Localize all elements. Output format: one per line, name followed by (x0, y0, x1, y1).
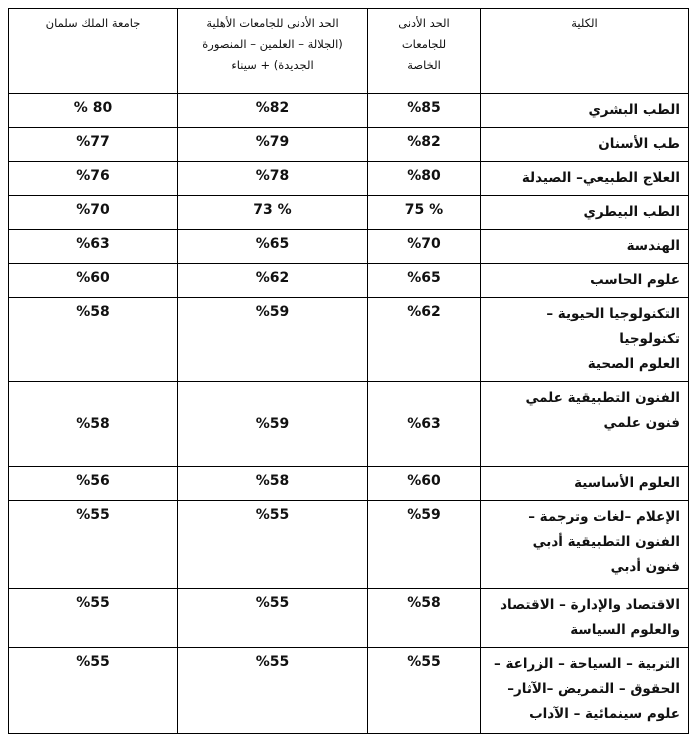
table-row: الطب البيطري 75 % 73 % %70 (8, 195, 689, 230)
text-line: الجديدة) + سيناء (231, 58, 314, 72)
percent-cell: %55 (8, 588, 178, 648)
college-cell: الطب البيطري (480, 195, 689, 230)
table-row: طب الأسنان %82 %79 %77 (8, 127, 689, 162)
header-cell: جامعة الملك سلمان (8, 8, 178, 94)
text-line: الكلية (571, 16, 598, 30)
college-cell: التربية – السياحة – الزراعة – الحقوق – ال… (480, 647, 689, 734)
header-cell: الحد الأدنى للجامعات الخاصة (367, 8, 481, 94)
college-cell: طب الأسنان (480, 127, 689, 162)
percent-cell: %62 (367, 297, 481, 382)
table-row: العلاج الطبيعي– الصيدلة %80 %78 %76 (8, 161, 689, 196)
percent-cell: %58 (177, 466, 368, 501)
percent-cell: %65 (177, 229, 368, 264)
text-line: الفنون التطبيقية علمي (525, 390, 680, 406)
table-row: الهندسة %70 %65 %63 (8, 229, 689, 264)
text-line: الإعلام –لغات وترجمة – (528, 509, 680, 525)
text-line: علوم سينمائية – الآداب (529, 706, 680, 722)
percent-cell: %63 (8, 229, 178, 264)
college-cell: الاقتصاد والإدارة – الاقتصاد والعلوم السي… (480, 588, 689, 648)
college-cell: علوم الحاسب (480, 263, 689, 298)
percent-cell: %60 (367, 466, 481, 501)
percent-cell: % 80 (8, 93, 178, 128)
percent-cell: %55 (177, 647, 368, 734)
percent-cell: %85 (367, 93, 481, 128)
percent-cell: %82 (367, 127, 481, 162)
text-line: الطب البيطري (583, 204, 680, 220)
percent-cell: %70 (8, 195, 178, 230)
table-row: علوم الحاسب %65 %62 %60 (8, 263, 689, 298)
percent-cell: %58 (8, 297, 178, 382)
percent-cell: %55 (367, 647, 481, 734)
college-cell: العلوم الأساسية (480, 466, 689, 501)
text-line: جامعة الملك سلمان (45, 16, 141, 30)
percent-cell: 75 % (367, 195, 481, 230)
percent-cell: %76 (8, 161, 178, 196)
text-line: الفنون التطبيقية أدبي (532, 534, 680, 550)
percent-cell: %58 (8, 381, 178, 467)
college-cell: العلاج الطبيعي– الصيدلة (480, 161, 689, 196)
text-line: الاقتصاد والإدارة – الاقتصاد (500, 597, 680, 613)
percent-cell: %82 (177, 93, 368, 128)
text-line: الهندسة (626, 238, 680, 254)
percent-cell: %79 (177, 127, 368, 162)
text-line: العلوم الأساسية (574, 475, 680, 491)
percent-cell: %59 (177, 297, 368, 382)
text-line: العلاج الطبيعي– الصيدلة (521, 170, 680, 186)
percent-cell: %55 (8, 500, 178, 589)
text-line: طب الأسنان (598, 136, 680, 152)
percent-cell: %55 (177, 500, 368, 589)
text-line: علوم الحاسب (590, 272, 680, 288)
text-line: والعلوم السياسة (570, 622, 680, 638)
percent-cell: %80 (367, 161, 481, 196)
text-line: الحد الأدنى (398, 16, 450, 30)
text-line: الطب البشري (588, 102, 680, 118)
percent-cell: %70 (367, 229, 481, 264)
header-row: الكلية الحد الأدنى للجامعات الخاصة الحد الأد… (8, 8, 689, 94)
percent-cell: %65 (367, 263, 481, 298)
percent-cell: %59 (367, 500, 481, 589)
table-row: الفنون التطبيقية علمي فنون علمي %63 %59 %58 (8, 381, 689, 467)
percent-cell: %63 (367, 381, 481, 467)
college-cell: الفنون التطبيقية علمي فنون علمي (480, 381, 689, 467)
percent-cell: %55 (177, 588, 368, 648)
percent-cell: %77 (8, 127, 178, 162)
percent-cell: %58 (367, 588, 481, 648)
header-cell: الكلية (480, 8, 689, 94)
text-line: (الجلالة – العلمين – المنصورة (202, 37, 343, 51)
text-line: الخاصة (407, 58, 441, 72)
admission-table: الكلية الحد الأدنى للجامعات الخاصة الحد الأد… (8, 8, 689, 734)
page: الكلية الحد الأدنى للجامعات الخاصة الحد الأد… (8, 8, 689, 734)
percent-cell: %59 (177, 381, 368, 467)
text-line: الحد الأدنى للجامعات الأهلية (206, 16, 339, 30)
text-line: الحقوق – التمريض –الآثار– (507, 681, 680, 697)
table-row: الطب البشري %85 %82% 80 (8, 93, 689, 128)
percent-cell: %78 (177, 161, 368, 196)
text-line: فنون أدبي (610, 559, 680, 575)
college-cell: الهندسة (480, 229, 689, 264)
college-cell: التكنولوجيا الحيوية – تكنولوجيا العلوم ال… (480, 297, 689, 382)
table-row: الاقتصاد والإدارة – الاقتصاد والعلوم السي… (8, 588, 689, 648)
percent-cell: 73 % (177, 195, 368, 230)
text-line: التربية – السياحة – الزراعة – (494, 656, 680, 672)
table-row: العلوم الأساسية %60 %58 %56 (8, 466, 689, 501)
text-line: العلوم الصحية (587, 356, 680, 372)
header-cell: الحد الأدنى للجامعات الأهلية (الجلالة – ا… (177, 8, 368, 94)
percent-cell: %56 (8, 466, 178, 501)
college-cell: الطب البشري (480, 93, 689, 128)
percent-cell: %62 (177, 263, 368, 298)
percent-cell: %60 (8, 263, 178, 298)
table-row: التربية – السياحة – الزراعة – الحقوق – ال… (8, 647, 689, 734)
table-row: التكنولوجيا الحيوية – تكنولوجيا العلوم ال… (8, 297, 689, 382)
percent-cell: %55 (8, 647, 178, 734)
table-row: الإعلام –لغات وترجمة – الفنون التطبيقية أ… (8, 500, 689, 589)
text-line: فنون علمي (603, 415, 680, 431)
college-cell: الإعلام –لغات وترجمة – الفنون التطبيقية أ… (480, 500, 689, 589)
text-line: للجامعات (401, 37, 447, 51)
text-line: التكنولوجيا الحيوية – تكنولوجيا (546, 306, 680, 347)
